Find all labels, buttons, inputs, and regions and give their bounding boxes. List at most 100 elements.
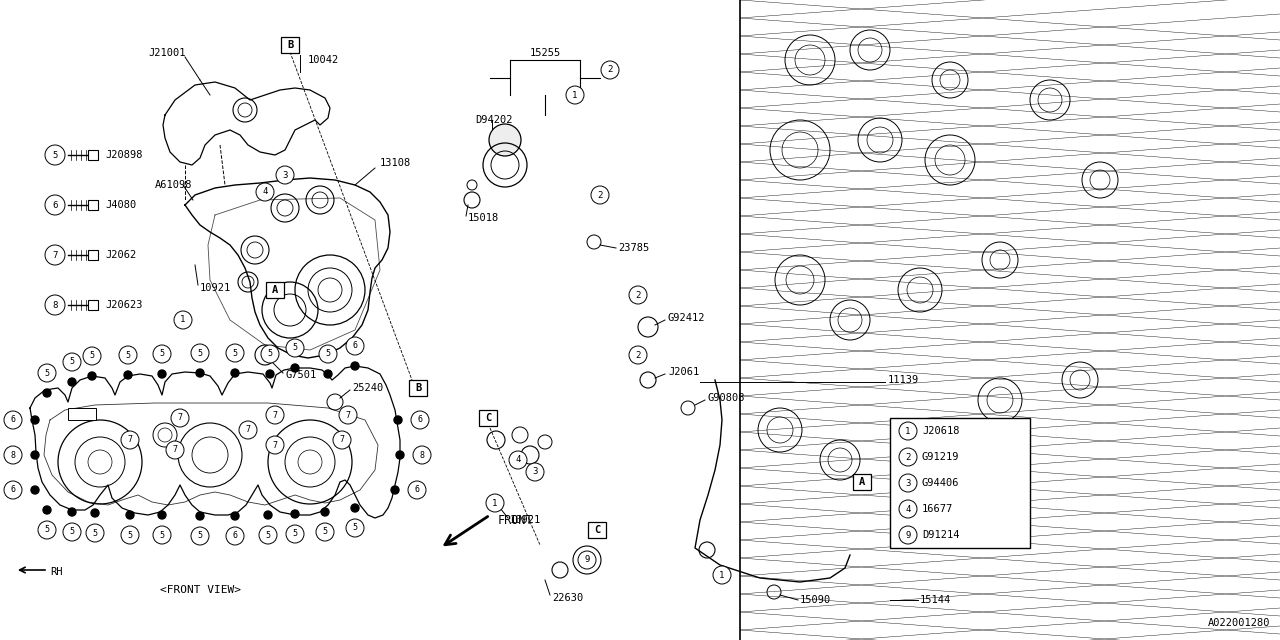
Text: J20623: J20623 [105,300,142,310]
Text: 4: 4 [905,504,910,513]
Text: 5: 5 [265,531,270,540]
Circle shape [489,124,521,156]
Text: <FRONT VIEW>: <FRONT VIEW> [160,585,241,595]
Circle shape [31,486,38,494]
Text: 5: 5 [45,525,50,534]
Text: 1: 1 [905,426,910,435]
Circle shape [899,526,916,544]
Circle shape [125,511,134,519]
Circle shape [264,511,273,519]
Text: 5: 5 [233,349,238,358]
Text: 11139: 11139 [888,375,919,385]
Text: J2061: J2061 [668,367,699,377]
Circle shape [339,406,357,424]
Circle shape [351,504,358,512]
Bar [266,282,284,298]
Text: 2: 2 [635,351,641,360]
Text: 7: 7 [52,250,58,259]
Circle shape [124,371,132,379]
Text: 5: 5 [52,150,58,159]
Circle shape [899,500,916,518]
Circle shape [31,416,38,424]
Text: 4: 4 [262,188,268,196]
Text: RH: RH [50,567,63,577]
Circle shape [344,411,352,419]
Bar [282,37,300,53]
Text: 5: 5 [125,351,131,360]
Text: 6: 6 [10,486,15,495]
Text: 8: 8 [420,451,425,460]
Text: 5: 5 [268,349,273,358]
Text: 15090: 15090 [800,595,831,605]
Circle shape [271,441,279,449]
Text: A022001280: A022001280 [1207,618,1270,628]
Circle shape [196,512,204,520]
Text: G94406: G94406 [922,478,960,488]
Circle shape [271,411,279,419]
Text: 6: 6 [10,415,15,424]
Circle shape [239,421,257,439]
Text: 6: 6 [415,486,420,495]
Text: 7: 7 [178,413,183,422]
Circle shape [346,519,364,537]
Text: 3: 3 [283,170,288,179]
Circle shape [230,369,239,377]
Bar [68,408,96,420]
Text: 5: 5 [160,349,165,358]
Text: D94202: D94202 [475,115,512,125]
Circle shape [411,411,429,429]
Circle shape [628,286,646,304]
Circle shape [628,346,646,364]
Circle shape [4,446,22,464]
Text: 10921: 10921 [200,283,232,293]
Circle shape [291,364,300,372]
Circle shape [86,524,104,542]
Circle shape [91,509,99,517]
Circle shape [486,494,504,512]
Text: 5: 5 [323,527,328,536]
Text: C: C [485,413,492,423]
Circle shape [230,512,239,520]
Circle shape [261,345,279,363]
Circle shape [244,426,252,434]
Circle shape [602,61,620,79]
Circle shape [259,526,276,544]
Text: A61098: A61098 [155,180,192,190]
Circle shape [177,414,184,422]
Text: 8: 8 [52,301,58,310]
Circle shape [88,372,96,380]
Circle shape [166,441,184,459]
Text: 2: 2 [635,291,641,300]
Text: 16677: 16677 [922,504,954,514]
Text: 3: 3 [905,479,910,488]
Circle shape [154,526,172,544]
Circle shape [713,566,731,584]
Text: 5: 5 [160,531,165,540]
Circle shape [122,526,140,544]
Text: 5: 5 [197,531,202,541]
Bar [479,410,497,426]
Text: 5: 5 [92,529,97,538]
Circle shape [319,345,337,363]
Circle shape [227,527,244,545]
Text: FRONT: FRONT [498,513,534,527]
Circle shape [566,86,584,104]
Text: A: A [859,477,865,487]
Circle shape [285,339,305,357]
Circle shape [157,511,166,519]
Circle shape [579,551,596,569]
Circle shape [44,389,51,397]
Circle shape [38,364,56,382]
Circle shape [338,436,346,444]
Text: 5: 5 [197,349,202,358]
Circle shape [899,422,916,440]
Text: 5: 5 [352,524,357,532]
Text: J20898: J20898 [105,150,142,160]
Circle shape [119,346,137,364]
Text: 5: 5 [128,531,133,540]
Text: 15018: 15018 [468,213,499,223]
Circle shape [196,369,204,377]
Text: G91219: G91219 [922,452,960,462]
Circle shape [191,344,209,362]
Bar [588,522,605,538]
